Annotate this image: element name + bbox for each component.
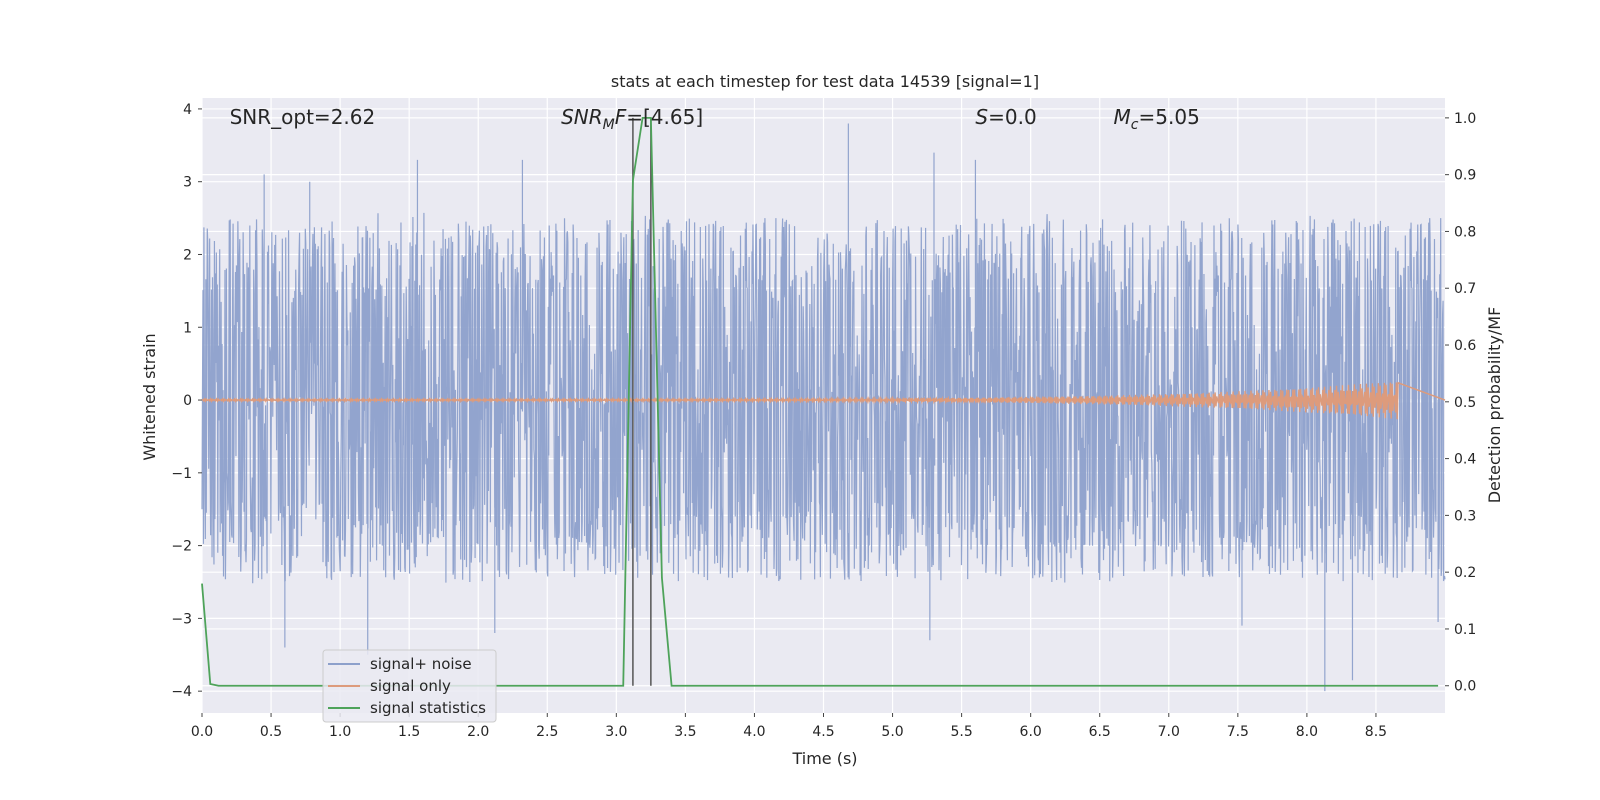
y2-tick-label-7: 0.7	[1454, 281, 1476, 297]
x-tick-label-12: 6.0	[1020, 724, 1042, 740]
y-tick-label-3: −1	[171, 466, 192, 482]
x-tick-label-5: 2.5	[536, 724, 558, 740]
y2-axis-ticks: 0.0 0.1 0.2 0.3 0.4 0.5 0.6 0.7 0.8 0.9 1.0	[1445, 111, 1476, 695]
x-tick-label-2: 1.0	[329, 724, 351, 740]
x-tick-label-15: 7.5	[1227, 724, 1249, 740]
x-tick-label-10: 5.0	[881, 724, 903, 740]
y2-tick-label-9: 0.9	[1454, 168, 1476, 184]
y2-tick-label-4: 0.4	[1454, 452, 1476, 468]
y2-tick-label-3: 0.3	[1454, 508, 1476, 524]
y-tick-label-2: −2	[171, 539, 192, 555]
y-tick-label-7: 3	[183, 175, 192, 191]
y2-tick-label-6: 0.6	[1454, 338, 1476, 354]
x-tick-label-17: 8.5	[1365, 724, 1387, 740]
x-tick-label-14: 7.0	[1158, 724, 1180, 740]
annotation-snr-mf: SNRMF=[4.65]	[561, 105, 703, 133]
x-tick-label-1: 0.5	[260, 724, 282, 740]
legend-label-signal-statistics: signal statistics	[370, 699, 486, 717]
y-axis-label: Whitened strain	[140, 333, 159, 460]
legend-box	[322, 649, 497, 723]
annotation-s: S=0.0	[975, 105, 1036, 129]
x-tick-label-7: 3.5	[674, 724, 696, 740]
noise-trace	[201, 123, 1446, 692]
annotations: SNR_opt=2.62 SNRMF=[4.65] S=0.0 Mc=5.05	[230, 105, 1200, 133]
annotation-mc: Mc=5.05	[1114, 105, 1200, 133]
y-axis-ticks: −4 −3 −2 −1 0 1 2 3 4	[171, 102, 202, 700]
y2-axis-label: Detection probability/MF	[1485, 307, 1504, 504]
x-axis-label: Time (s)	[791, 749, 857, 768]
y2-tick-label-2: 0.2	[1454, 565, 1476, 581]
y2-tick-label-5: 0.5	[1454, 395, 1476, 411]
x-tick-label-16: 8.0	[1296, 724, 1318, 740]
x-tick-label-11: 5.5	[950, 724, 972, 740]
annotation-snr-opt: SNR_opt=2.62	[230, 105, 376, 129]
y2-tick-label-8: 0.8	[1454, 224, 1476, 240]
x-tick-label-0: 0.0	[191, 724, 213, 740]
y2-tick-label-10: 1.0	[1454, 111, 1476, 127]
x-tick-label-8: 4.0	[743, 724, 765, 740]
y-tick-label-4: 0	[183, 393, 192, 409]
x-tick-label-3: 1.5	[398, 724, 420, 740]
series-signal-only	[201, 381, 1446, 420]
x-tick-label-13: 6.5	[1089, 724, 1111, 740]
y-tick-label-0: −4	[171, 684, 192, 700]
y2-tick-label-1: 0.1	[1454, 622, 1476, 638]
y-tick-label-5: 1	[183, 320, 192, 336]
x-tick-label-6: 3.0	[605, 724, 627, 740]
legend: signal+ noise signal only signal statist…	[322, 649, 497, 723]
x-tick-label-9: 4.5	[812, 724, 834, 740]
y2-tick-label-0: 0.0	[1454, 679, 1476, 695]
statistics-trace	[201, 116, 1439, 687]
x-axis-ticks: 0.0 0.5 1.0 1.5 2.0 2.5 3.0 3.5 4.0 4.5 5.0 5.5 6.0 6…	[191, 713, 1387, 740]
y-tick-label-8: 4	[183, 102, 192, 118]
series-signal-noise	[201, 123, 1446, 692]
y-tick-label-1: −3	[171, 611, 192, 627]
chart-title: stats at each timestep for test data 145…	[611, 72, 1039, 91]
signal-trace	[201, 381, 1446, 420]
y-tick-label-6: 2	[183, 247, 192, 263]
legend-label-signal-only: signal only	[370, 677, 451, 695]
legend-label-signal-noise: signal+ noise	[370, 655, 472, 673]
series-signal-statistics	[201, 116, 1439, 687]
x-tick-label-4: 2.0	[467, 724, 489, 740]
